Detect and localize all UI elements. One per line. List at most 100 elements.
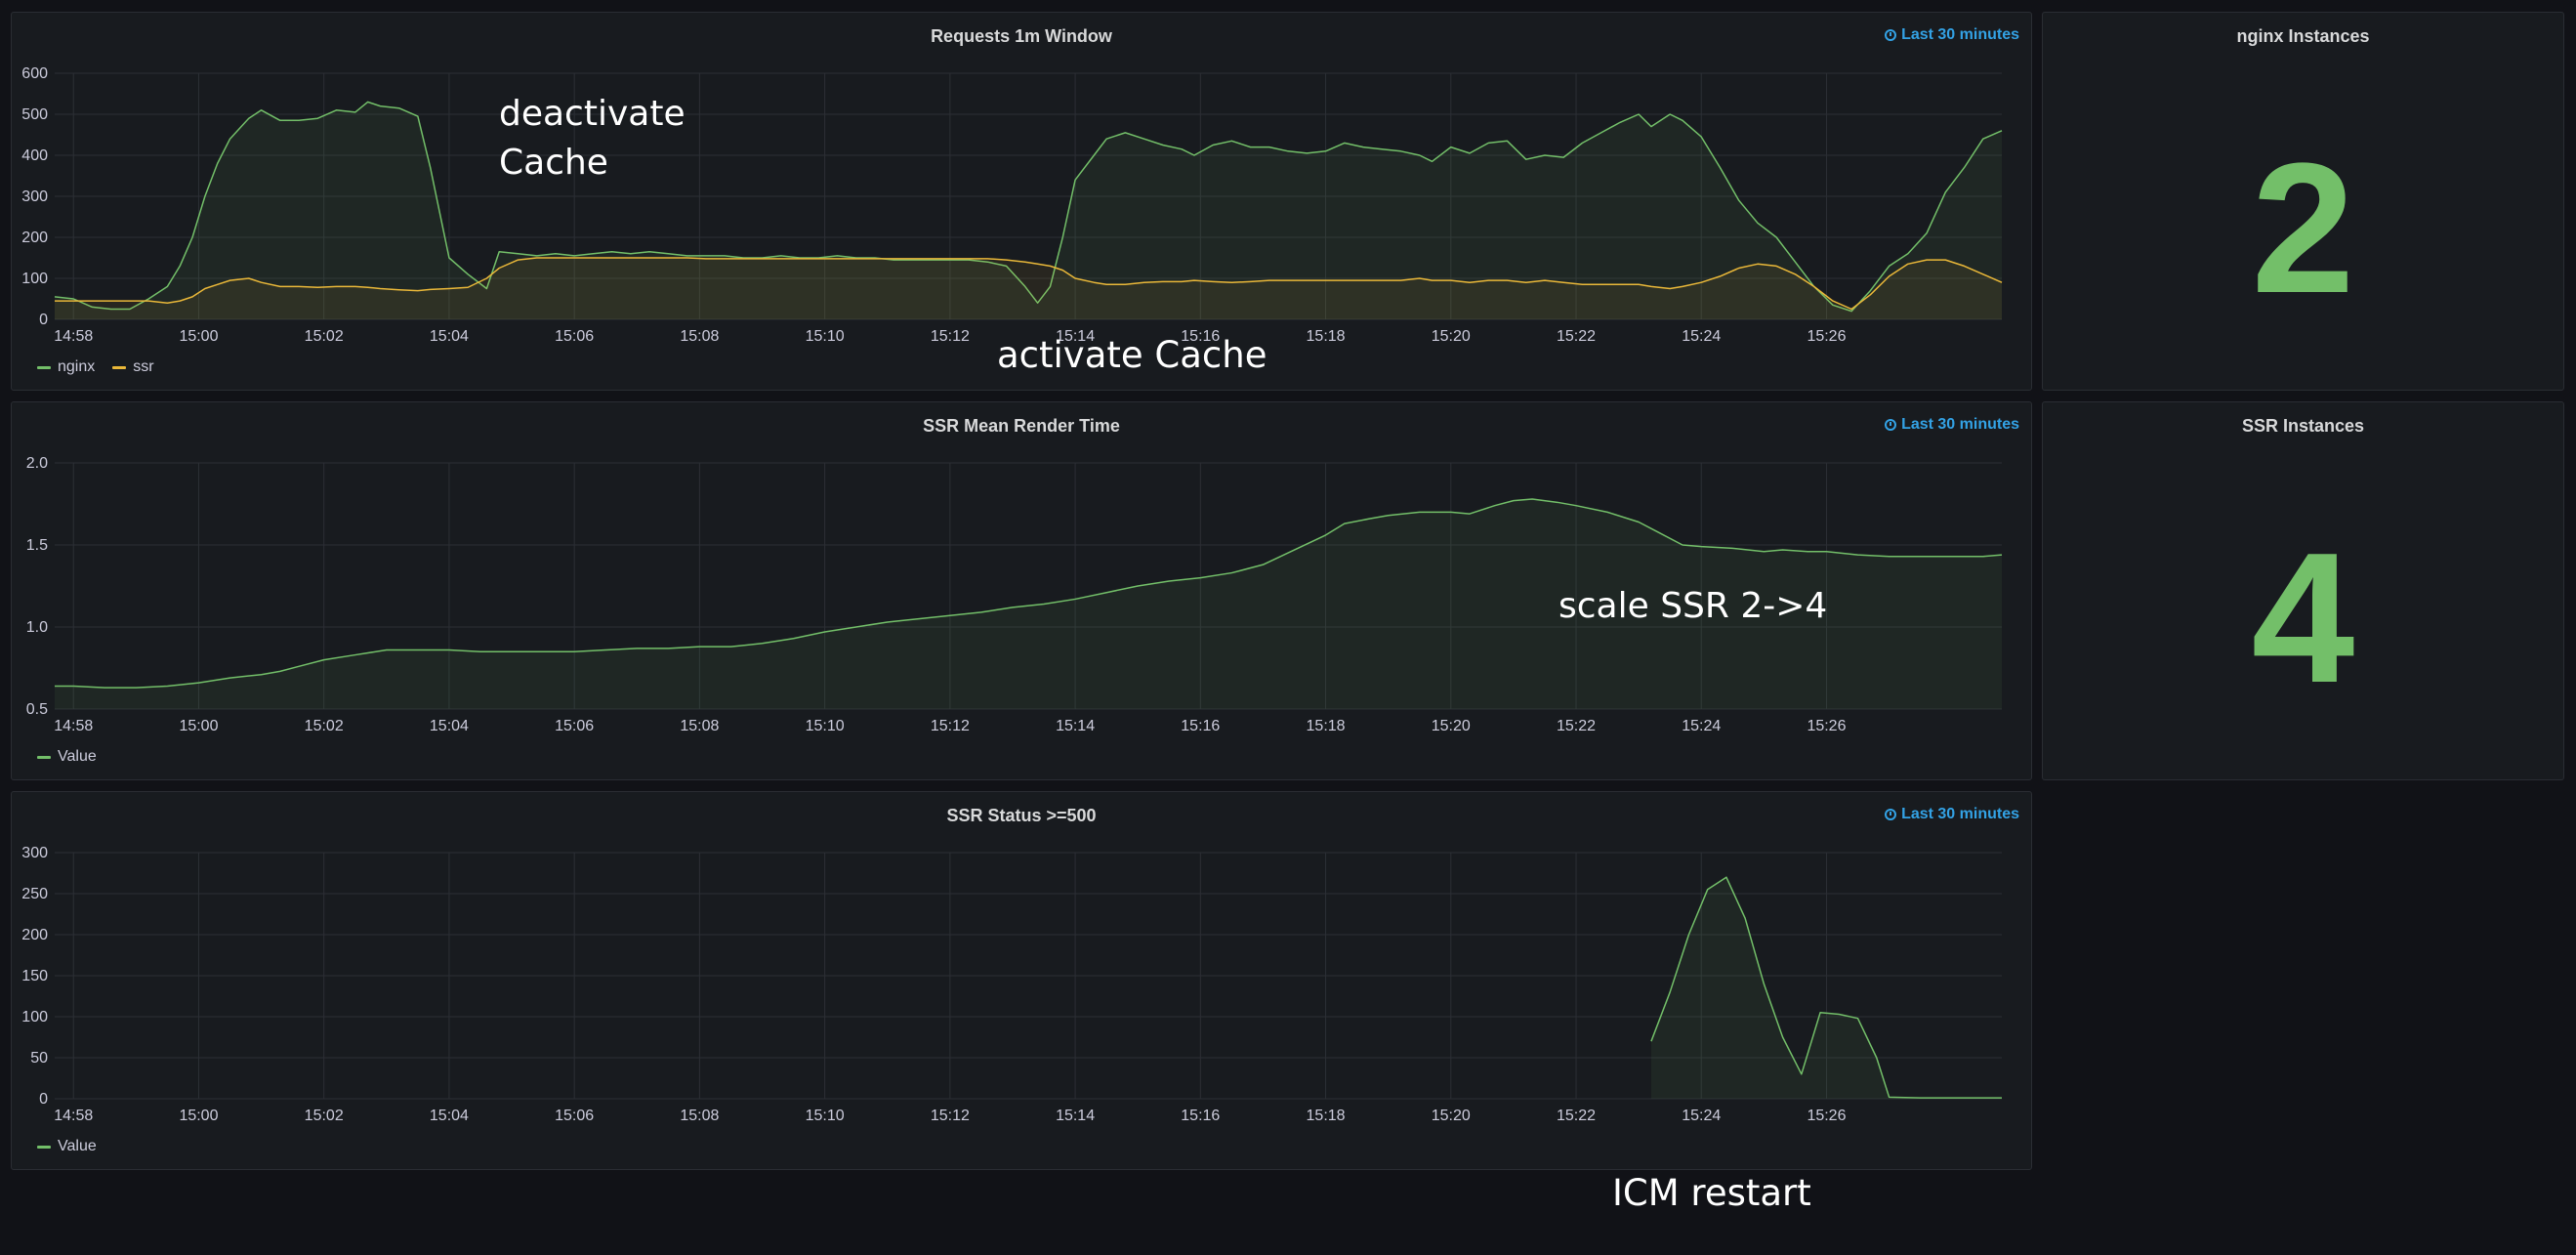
series-line-value: [55, 498, 2003, 689]
y-tick-label: 1.5: [26, 537, 48, 554]
panel-title[interactable]: nginx Instances: [2236, 26, 2370, 46]
y-tick-label: 300: [21, 188, 48, 205]
x-tick-label: 15:04: [430, 718, 469, 734]
y-tick-label: 0: [39, 1091, 48, 1108]
series-area-ssr: [55, 258, 2002, 319]
x-tick-label: 15:12: [931, 718, 970, 734]
x-tick-label: 15:26: [1807, 718, 1846, 734]
x-tick-label: 15:02: [305, 1108, 344, 1124]
x-tick-label: 15:08: [680, 718, 719, 734]
x-tick-label: 15:22: [1557, 718, 1596, 734]
x-tick-label: 14:58: [54, 328, 93, 345]
x-tick-label: 15:22: [1557, 328, 1596, 345]
y-tick-label: 300: [21, 845, 48, 861]
stat-value: 2: [2251, 125, 2355, 332]
x-tick-label: 14:58: [54, 718, 93, 734]
series-line-value: [1650, 876, 2002, 1099]
x-tick-label: 15:14: [1056, 328, 1095, 345]
series-area-nginx: [55, 102, 2002, 320]
requests-panel: Requests 1m Window Last 30 minutes 0 100 2…: [11, 12, 2032, 391]
legend-item-ssr[interactable]: ssr: [112, 358, 154, 376]
legend-label: ssr: [133, 358, 154, 375]
x-tick-label: 15:26: [1807, 328, 1846, 345]
legend-swatch-ssr: [112, 365, 127, 369]
legend: nginx ssr: [37, 358, 154, 376]
x-tick-label: 15:14: [1056, 718, 1095, 734]
x-tick-label: 15:16: [1181, 1108, 1220, 1124]
y-tick-label: 200: [21, 230, 48, 246]
y-tick-label: 0.5: [26, 701, 48, 718]
time-range-label: Last 30 minutes: [1901, 26, 2019, 43]
annotation-activate-cache: activate Cache: [997, 334, 1267, 376]
x-tick-label: 14:58: [54, 1108, 93, 1124]
x-tick-label: 15:00: [179, 1108, 218, 1124]
legend-swatch-value: [37, 1145, 51, 1149]
x-tick-label: 15:06: [555, 1108, 594, 1124]
clock-icon: [1885, 29, 1897, 41]
x-tick-label: 15:08: [680, 328, 719, 345]
x-tick-label: 15:14: [1056, 1108, 1095, 1124]
render-time-chart[interactable]: 0.5 1.0 1.5 2.0 14:58 15:00 15:02 15:04 15:06 15:…: [12, 402, 2033, 781]
x-tick-label: 15:20: [1432, 718, 1471, 734]
render-time-panel: SSR Mean Render Time Last 30 minutes 0.5…: [11, 401, 2032, 780]
clock-icon: [1885, 809, 1897, 820]
x-tick-label: 15:06: [555, 718, 594, 734]
panel-title[interactable]: Requests 1m Window: [931, 26, 1112, 46]
status-chart[interactable]: 0 50 100 150 200 250 300 14:58 15:00 15:02 15:04 15…: [12, 792, 2033, 1171]
x-tick-label: 15:08: [680, 1108, 719, 1124]
x-tick-label: 15:04: [430, 328, 469, 345]
panel-title[interactable]: SSR Instances: [2241, 416, 2365, 436]
x-tick-label: 15:26: [1807, 1108, 1846, 1124]
y-tick-label: 200: [21, 927, 48, 943]
requests-chart[interactable]: 0 100 200 300 400 500 600 14:58 15:00 15:02 15:04 1…: [12, 13, 2033, 392]
legend-item-nginx[interactable]: nginx: [37, 358, 95, 376]
series-area-value: [55, 498, 2002, 709]
time-range-indicator[interactable]: Last 30 minutes: [1885, 806, 2019, 823]
y-tick-label: 500: [21, 106, 48, 123]
x-tick-label: 15:06: [555, 328, 594, 345]
y-tick-label: 400: [21, 147, 48, 164]
legend-swatch-value: [37, 755, 51, 759]
legend: Value: [37, 748, 97, 766]
x-tick-label: 15:04: [430, 1108, 469, 1124]
y-tick-label: 600: [21, 65, 48, 82]
ssr-instances-panel: SSR Instances 4: [2042, 401, 2564, 780]
y-tick-label: 250: [21, 886, 48, 902]
x-tick-label: 15:20: [1432, 1108, 1471, 1124]
y-tick-label: 0: [39, 312, 48, 328]
x-tick-label: 15:16: [1181, 718, 1220, 734]
time-range-indicator[interactable]: Last 30 minutes: [1885, 416, 2019, 434]
x-tick-label: 15:24: [1682, 328, 1721, 345]
legend-swatch-nginx: [37, 365, 51, 369]
series-line-nginx: [54, 101, 2003, 313]
y-tick-label: 50: [30, 1050, 48, 1067]
panel-title[interactable]: SSR Mean Render Time: [923, 416, 1120, 436]
legend-label: nginx: [58, 358, 96, 375]
legend: Value: [37, 1138, 97, 1155]
x-tick-label: 15:22: [1557, 1108, 1596, 1124]
panel-title[interactable]: SSR Status >=500: [946, 806, 1097, 825]
x-tick-label: 15:16: [1181, 328, 1220, 345]
y-tick-label: 150: [21, 968, 48, 984]
legend-item-value[interactable]: Value: [37, 748, 97, 766]
annotation-scale-ssr: scale SSR 2->4: [1558, 586, 1828, 626]
annotation-icm-restart: ICM restart: [1612, 1172, 1811, 1214]
status-panel: SSR Status >=500 Last 30 minutes 0 50 100 1…: [11, 791, 2032, 1170]
x-tick-label: 15:10: [806, 328, 845, 345]
annotation-deactivate-cache: deactivate Cache: [499, 94, 686, 183]
legend-item-value[interactable]: Value: [37, 1138, 97, 1155]
y-tick-label: 100: [21, 271, 48, 287]
x-tick-label: 15:18: [1307, 328, 1346, 345]
legend-label: Value: [58, 748, 97, 765]
y-tick-label: 100: [21, 1009, 48, 1025]
x-tick-label: 15:02: [305, 328, 344, 345]
time-range-label: Last 30 minutes: [1901, 416, 2019, 433]
x-tick-label: 15:10: [806, 1108, 845, 1124]
x-tick-label: 15:12: [931, 328, 970, 345]
x-tick-label: 15:00: [179, 718, 218, 734]
x-tick-label: 15:02: [305, 718, 344, 734]
series-area-value: [1650, 877, 2002, 1099]
time-range-indicator[interactable]: Last 30 minutes: [1885, 26, 2019, 44]
x-tick-label: 15:12: [931, 1108, 970, 1124]
x-tick-label: 15:00: [179, 328, 218, 345]
